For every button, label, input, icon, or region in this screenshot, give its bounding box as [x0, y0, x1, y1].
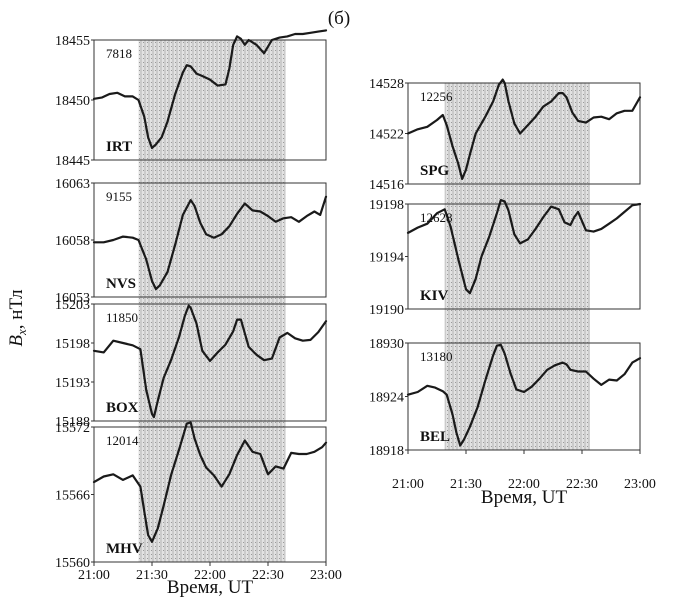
y-tick-label: 15198	[55, 337, 90, 352]
station-label: SPG	[420, 163, 450, 179]
y-tick-label: 19194	[369, 251, 404, 266]
station-number: 7818	[106, 46, 132, 61]
y-tick-label: 16063	[55, 177, 90, 192]
y-tick-label: 18455	[55, 34, 90, 49]
y-tick-label: 14528	[369, 77, 404, 92]
x-axis-title: Время, UT	[167, 577, 254, 598]
series-line-nvs	[92, 195, 328, 291]
x-tick-label: 21:30	[136, 568, 168, 583]
x-axis-title: Время, UT	[481, 487, 568, 508]
y-tick-label: 15560	[55, 556, 90, 571]
y-tick-label: 14516	[369, 178, 404, 193]
y-tick-label: 18924	[369, 391, 404, 406]
y-tick-label: 16053	[55, 291, 90, 306]
x-tick-label: 22:00	[194, 568, 226, 583]
x-tick-label: 22:30	[566, 477, 598, 492]
x-tick-label: 23:00	[310, 568, 342, 583]
series-line-irt	[92, 29, 328, 150]
station-label: MHV	[106, 541, 143, 557]
station-number: 12256	[420, 89, 453, 104]
station-label: BOX	[106, 400, 139, 416]
charts: 18445 18450 18455 IRT 7818 16053 16058 16063 NVS…	[55, 29, 656, 598]
panel-frame-box	[93, 303, 327, 422]
y-tick-label: 14522	[369, 128, 404, 143]
station-label: BEL	[420, 429, 450, 445]
series-line-bel	[406, 343, 642, 447]
y-tick-label: 15188	[55, 415, 90, 430]
y-tick-label: 18445	[55, 154, 90, 169]
station-number: 13180	[420, 349, 453, 364]
x-tick-label: 23:00	[624, 477, 656, 492]
y-tick-label: 16058	[55, 234, 90, 249]
station-number: 12014	[106, 433, 139, 448]
y-tick-label: 19190	[369, 303, 404, 318]
x-tick-label: 21:30	[450, 477, 482, 492]
y-tick-label: 15193	[55, 376, 90, 391]
panel-label: (б)	[328, 8, 350, 29]
y-tick-label: 15203	[55, 298, 90, 313]
x-tick-label: 22:30	[252, 568, 284, 583]
y-tick-label: 18918	[369, 444, 404, 459]
y-tick-label: 18930	[369, 337, 404, 352]
x-tick-label: 22:00	[508, 477, 540, 492]
station-number: 12628	[420, 210, 453, 225]
shaded-interval-col-1	[138, 40, 286, 562]
series-line-kiv	[406, 199, 642, 295]
shaded-interval-col-2	[444, 83, 590, 450]
series-line-mhv	[92, 421, 328, 543]
series-line-spg	[406, 78, 642, 180]
y-tick-label: 15566	[55, 489, 90, 504]
y-tick-label: 19198	[369, 198, 404, 213]
station-number: 11850	[106, 310, 138, 325]
y-tick-label: 18450	[55, 94, 90, 109]
station-label: NVS	[106, 276, 136, 292]
y-tick-label: 15572	[55, 421, 90, 436]
y-axis-title: Bx, нТл	[6, 289, 29, 347]
series-line-box	[92, 304, 328, 419]
station-label: IRT	[106, 139, 132, 155]
x-tick-label: 21:00	[392, 477, 424, 492]
station-label: KIV	[420, 288, 449, 304]
x-tick-label: 21:00	[78, 568, 110, 583]
station-number: 9155	[106, 189, 132, 204]
